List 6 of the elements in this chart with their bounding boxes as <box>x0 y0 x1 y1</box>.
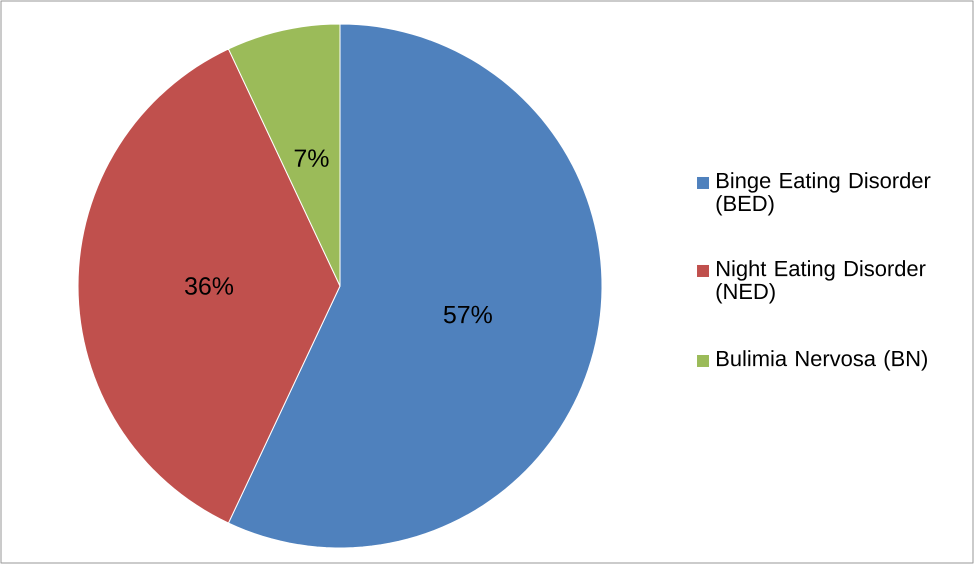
legend-label: Night Eating Disorder (NED) <box>716 260 926 304</box>
data-label: 57% <box>444 306 492 324</box>
legend-label: Binge Eating Disorder (BED) <box>716 172 930 216</box>
data-label: 36% <box>185 277 234 295</box>
data-label: 7% <box>294 149 329 167</box>
legend-label: Bulimia Nervosa (BN) <box>717 350 927 371</box>
